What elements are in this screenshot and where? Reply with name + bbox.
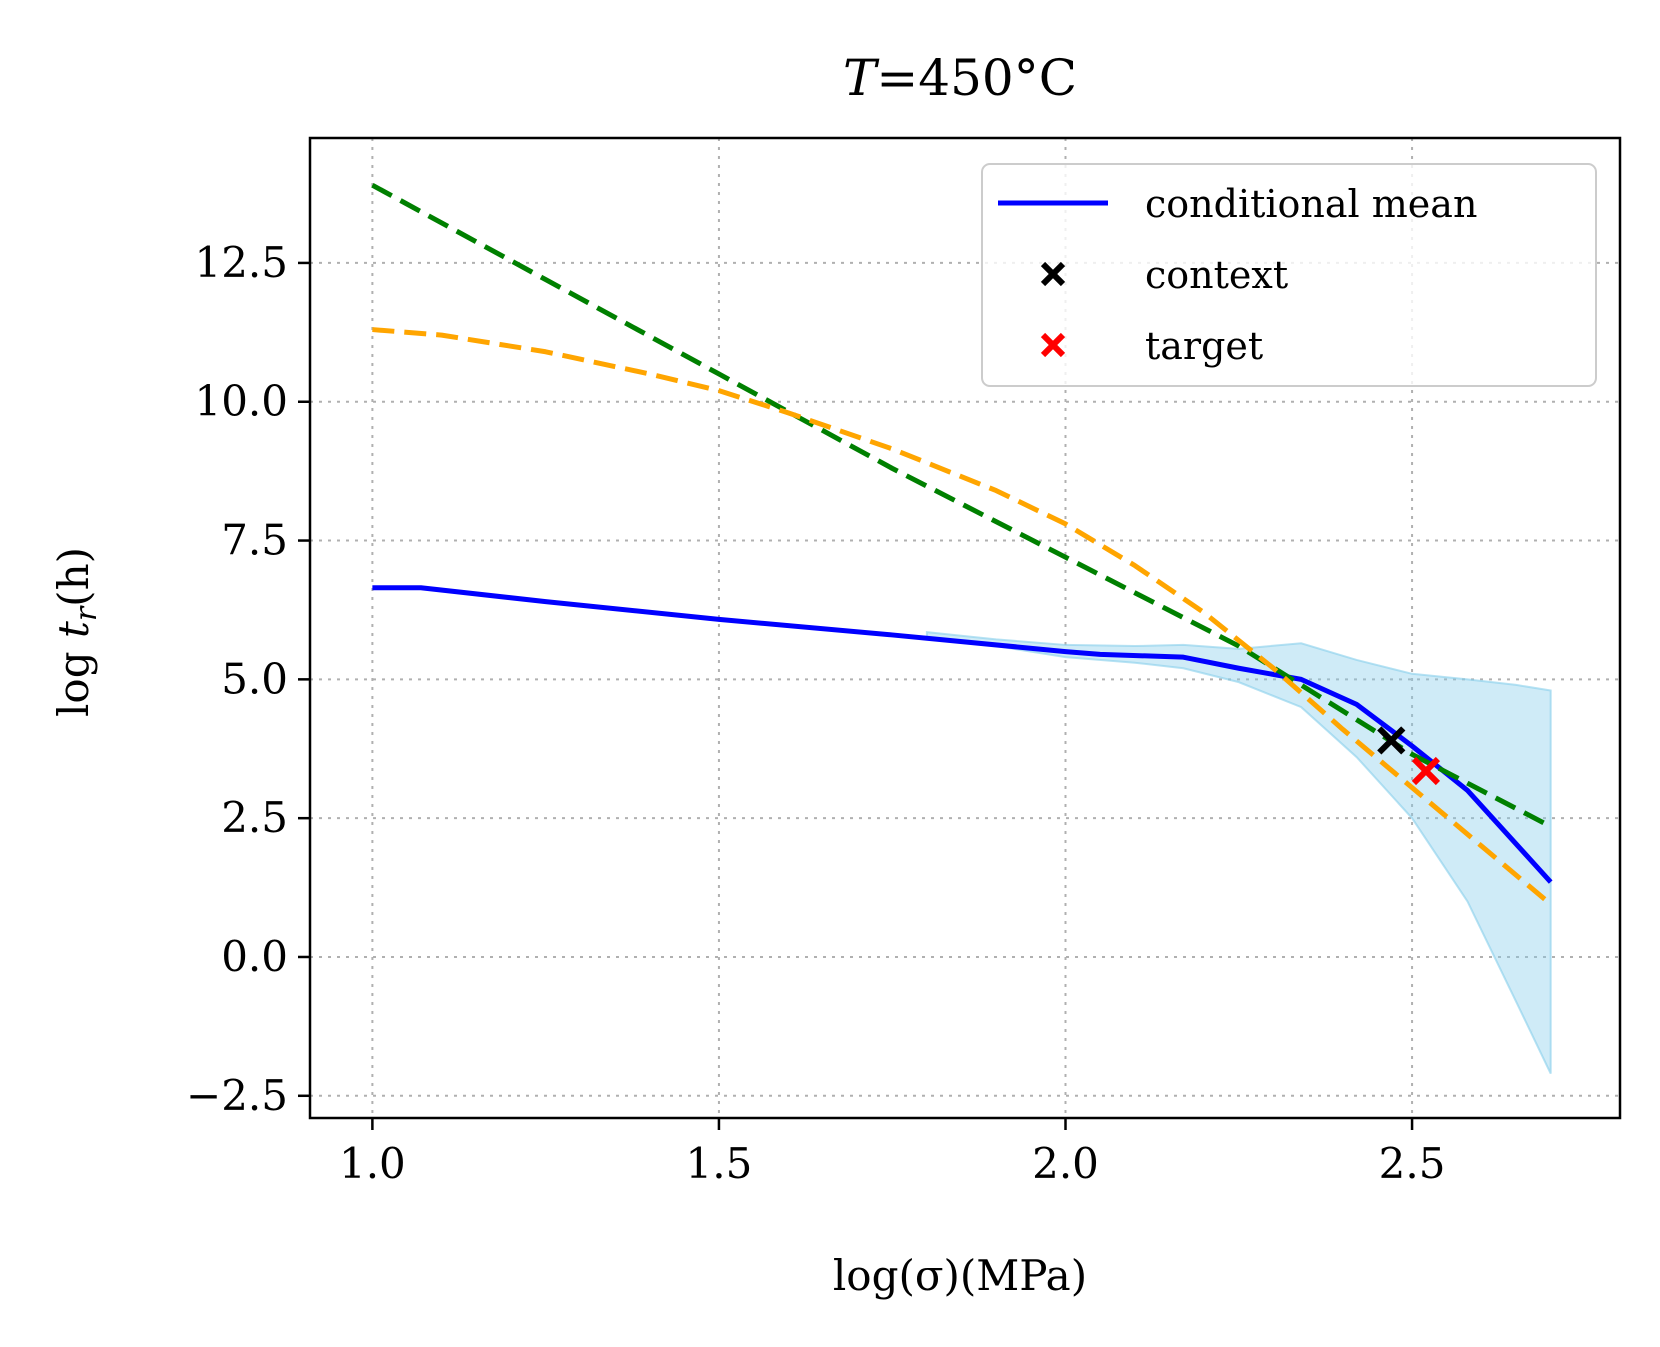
x-axis-ticks: 1.0 1.5 2.0 2.5 [339, 1118, 1445, 1188]
target-point-marker-stroke-b [1411, 756, 1441, 786]
legend-label-1: context [1145, 253, 1288, 297]
series-line-conditional-mean [372, 585, 1553, 884]
y-axis-label: log tr(h) [49, 547, 104, 717]
y-tick-label-4: 7.5 [221, 516, 288, 565]
x-axis-label: log(σ)(MPa) [833, 1251, 1087, 1300]
context-point-marker [1377, 726, 1406, 755]
legend-swatch-2 [1040, 332, 1066, 358]
y-tick-label-5: 10.0 [194, 377, 288, 426]
chart-title: T=450°C [843, 49, 1077, 107]
x-tick-label-3: 2.5 [1379, 1139, 1446, 1188]
target-point-marker [1411, 756, 1441, 786]
context-point-marker-stroke-b [1377, 726, 1406, 755]
legend-box [981, 163, 1597, 387]
y-tick-label-2: 2.5 [221, 793, 288, 842]
x-tick-label-1: 1.5 [686, 1139, 753, 1188]
y-tick-label-0: −2.5 [186, 1071, 288, 1120]
legend-swatch-1 [1040, 261, 1066, 287]
series-line-dashed-orange [372, 327, 1553, 907]
legend-swatch-1-stroke-b [1040, 261, 1066, 287]
legend: conditional mean context target [981, 163, 1597, 387]
chart-title-var: T [843, 49, 880, 107]
legend-label-2: target [1145, 324, 1263, 368]
chart-title-rest: =450°C [876, 49, 1077, 107]
plot-frame [308, 136, 1622, 1120]
y-axis-label-var: t [49, 621, 98, 638]
series-layer [371, 183, 1553, 907]
legend-items: conditional mean context target [998, 182, 1477, 368]
band-layer [925, 631, 1552, 1075]
y-tick-label-6: 12.5 [194, 238, 288, 287]
legend-swatch-2-stroke-b [1040, 332, 1066, 358]
series-line-dashed-green [371, 183, 1552, 829]
legend-label-0: conditional mean [1145, 182, 1477, 226]
y-axis-label-suffix: (h) [49, 547, 98, 607]
points-layer [1377, 726, 1441, 786]
y-axis-ticks: −2.5 0.0 2.5 5.0 7.5 10.0 12.5 [186, 238, 310, 1120]
x-tick-label-0: 1.0 [339, 1139, 406, 1188]
uncertainty-band [925, 631, 1552, 1075]
x-tick-label-2: 2.0 [1032, 1139, 1099, 1188]
y-axis-label-sub: r [69, 605, 104, 621]
y-tick-label-1: 0.0 [221, 932, 288, 981]
y-axis-label-prefix: log [49, 638, 98, 717]
y-tick-label-3: 5.0 [221, 654, 288, 703]
